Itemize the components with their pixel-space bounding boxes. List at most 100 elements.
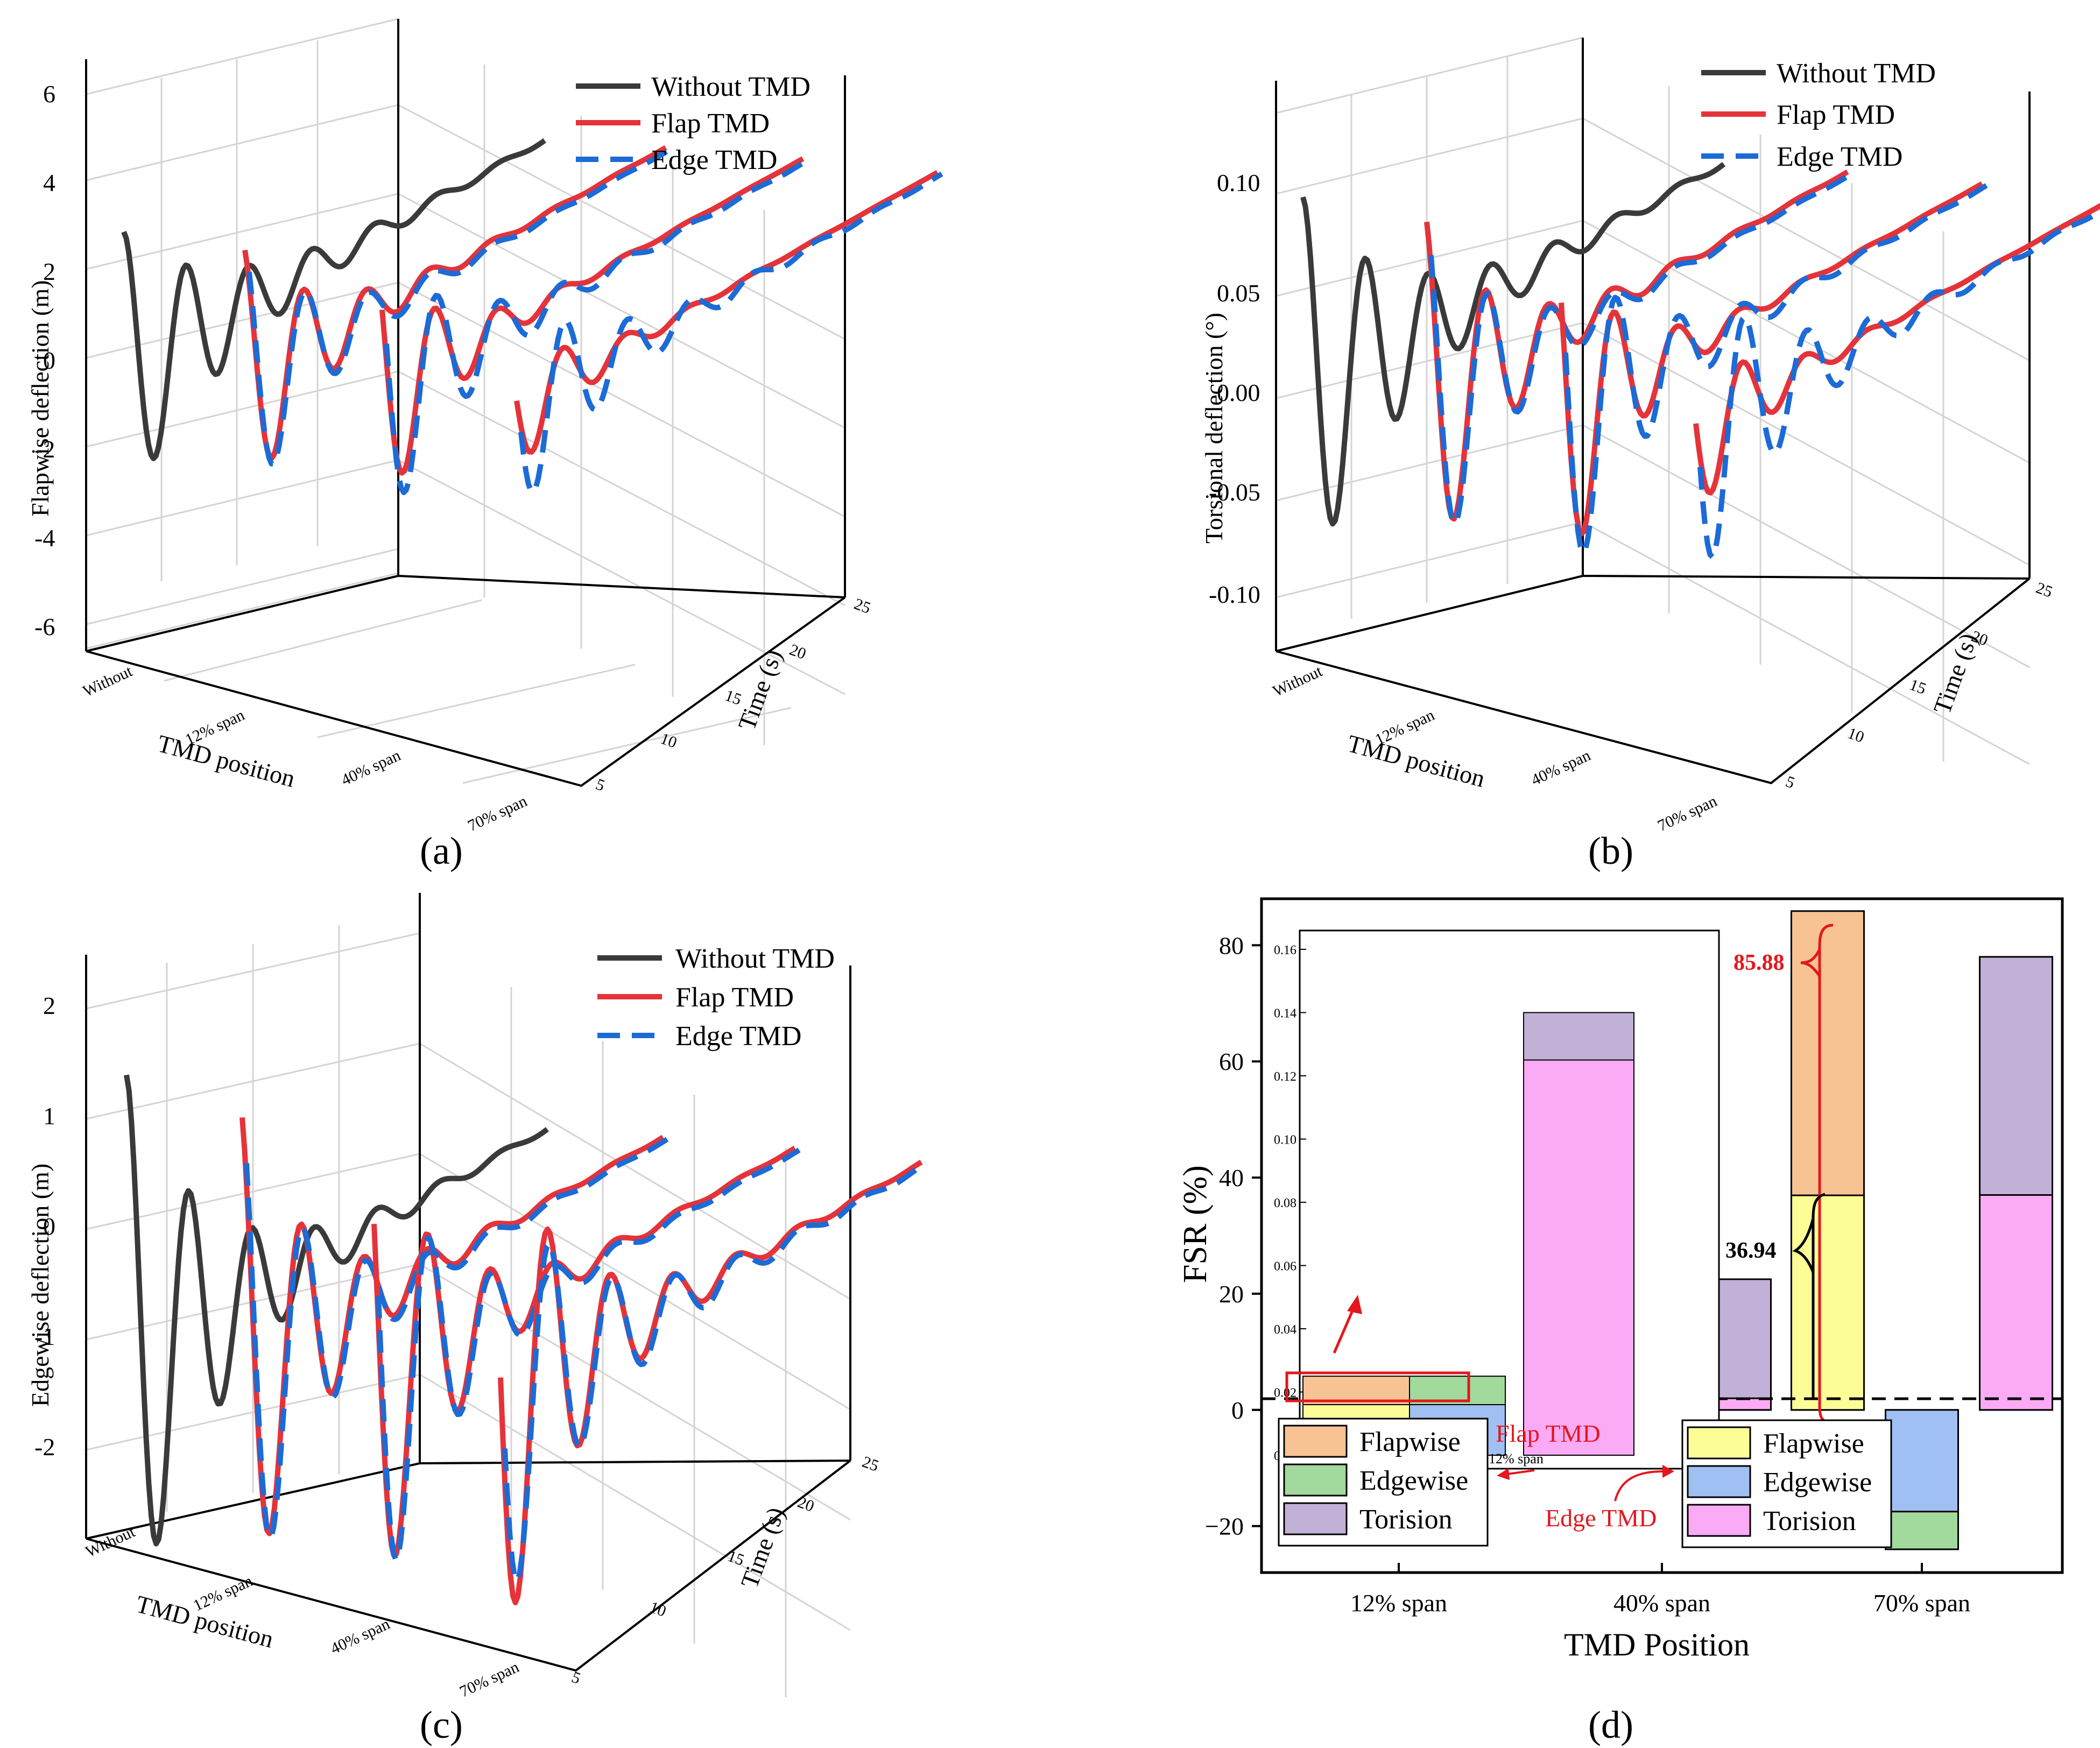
legend-edge-tmd: Flapwise Edgewise Torision <box>1681 1419 1892 1548</box>
panel-b-y-tick: 25 <box>2034 579 2055 601</box>
curve-edge-tmd-40-span <box>1563 183 1988 555</box>
panel-b-z-tick: -0.05 <box>1209 478 1260 506</box>
panel-d-y-ticks: 80 60 40 20 0 −20 <box>1205 932 1262 1540</box>
panel-b-y-label: Time (s) <box>1928 630 1982 718</box>
panel-a-z-tick: -4 <box>34 524 55 552</box>
inset-y-tick: 0.14 <box>1274 1007 1296 1021</box>
legend-flap-tmd: Flapwise Edgewise Torision <box>1278 1418 1489 1547</box>
inset-y-tick: 0.04 <box>1274 1323 1296 1337</box>
panel-c-legend-flap: Flap TMD <box>675 982 794 1013</box>
panel-c-axes <box>85 893 851 1672</box>
panel-c-z-tick: -1 <box>34 1323 55 1350</box>
panel-a-z-tick: -6 <box>34 613 55 640</box>
panel-a-axes <box>85 19 846 787</box>
curve-flap-tmd-40-span <box>1559 181 1984 537</box>
panel-a-legend-edge: Edge TMD <box>651 145 777 175</box>
panel-b-x-tick: 70% span <box>1655 792 1720 835</box>
panel-d-chart: 80 60 40 20 0 −20 FSR (%) 12% span 40% span 70%… <box>1177 897 2064 1746</box>
panel-a-legend: Without TMD Flap TMD Edge TMD <box>576 72 811 175</box>
arrow-flap-tmd-head <box>1497 1468 1510 1480</box>
inset-bar-edge-torision <box>1523 1059 1634 1456</box>
panel-a-z-ticks: 6 4 2 0 -2 -4 -6 <box>34 80 55 640</box>
panel-a-x-tick: 40% span <box>339 746 403 790</box>
panel-d-inset: 0.160.140.120.100.080.060.040.020.00 12%… <box>1274 929 1720 1470</box>
panel-c-y-label: Time (s) <box>735 1504 790 1592</box>
curve-flap-tmd-40-span <box>379 156 805 476</box>
inset-y-tick: 0.16 <box>1274 943 1296 957</box>
zoom-box <box>1285 1371 1470 1402</box>
panel-b-legend-without: Without TMD <box>1777 58 1936 89</box>
panel-c-y-tick: 25 <box>860 1453 881 1475</box>
panel-a-legend-flap: Flap TMD <box>651 108 770 139</box>
panel-a-y-tick: 10 <box>658 730 679 752</box>
legend-edge-swatch-flapwise <box>1687 1426 1751 1460</box>
curve-edge-tmd-40-span <box>384 158 809 496</box>
panel-b-x-tick: 40% span <box>1528 746 1593 790</box>
curve-edge-tmd-40-span <box>376 1147 801 1562</box>
panel-b-legend: Without TMD Flap TMD Edge TMD <box>1701 58 1936 172</box>
panel-c-x-tick: 40% span <box>328 1615 392 1658</box>
panel-a-z-tick: 2 <box>43 258 55 285</box>
panel-d-y-tick: 20 <box>1219 1280 1244 1308</box>
panel-c-legend: Without TMD Flap TMD Edge TMD <box>597 943 835 1052</box>
bar-edge-torision-70-span <box>1979 1194 2053 1411</box>
panel-c-y-ticks: 5 10 15 20 25 <box>569 1453 881 1688</box>
curve-edge-tmd-70-span <box>518 171 943 495</box>
panel-c-z-tick: -2 <box>34 1433 55 1461</box>
panel-d-caption: (d) <box>1588 1703 1633 1746</box>
panel-c-curves <box>124 1074 927 1605</box>
inset-x-tick: 12% span <box>1489 1451 1544 1467</box>
legend-edge-swatch-torsion <box>1687 1504 1751 1537</box>
panel-d-y-tick: −20 <box>1205 1513 1244 1540</box>
legend-flap-swatch-edgewise <box>1283 1463 1348 1497</box>
inset-y-tick: 0.10 <box>1274 1133 1296 1147</box>
panel-b-z-tick: 0.05 <box>1217 279 1260 307</box>
legend-flap-swatch-torsion <box>1283 1502 1348 1535</box>
panel-d-y-tick: 40 <box>1219 1164 1244 1192</box>
panel-b-z-tick: 0.00 <box>1217 379 1260 406</box>
panel-a-y-ticks: 5 10 15 20 25 <box>594 595 873 795</box>
panel-a-legend-without: Without TMD <box>651 72 811 102</box>
panel-b-z-tick: 0.10 <box>1217 169 1260 196</box>
panel-a-y-tick: 5 <box>594 776 607 795</box>
panel-a-y-tick: 25 <box>852 595 873 617</box>
curve-flap-tmd-70-span <box>514 170 939 455</box>
panel-b-legend-flap: Flap TMD <box>1777 100 1895 130</box>
legend-edge-flapwise: Flapwise <box>1763 1428 1864 1459</box>
bar-edge-flapwise-70-span <box>1791 1194 1865 1411</box>
panel-c-x-tick: Without <box>83 1523 138 1561</box>
panel-a-x-label: TMD position <box>154 729 298 792</box>
panel-a-grid <box>86 18 845 784</box>
curve-edge-tmd-70-span <box>502 1161 927 1584</box>
panel-b-y-tick: 15 <box>1907 676 1928 698</box>
panel-c-z-label: Edgewise deflection (m) <box>26 1164 54 1407</box>
panel-c-z-tick: 1 <box>43 1102 55 1130</box>
curve-without-tmd-without <box>1300 161 1726 527</box>
brace-36-94 <box>1792 1193 1826 1399</box>
curve-edge-tmd-12-span <box>246 147 672 467</box>
arrow-edge-tmd <box>1614 1470 1664 1502</box>
panel-c-z-tick: 0 <box>43 1213 55 1240</box>
legend-edge-edgewise: Edgewise <box>1763 1467 1872 1498</box>
arrow-flap-tmd <box>1507 1469 1535 1475</box>
panel-b-chart: 0.10 0.05 0.00 -0.05 -0.10 Torsional def… <box>1200 37 2100 872</box>
panel-c-y-tick: 20 <box>795 1493 816 1516</box>
annotation-36-94: 36.94 <box>1725 1238 1777 1263</box>
panel-c-chart: 2 1 0 -1 -2 Edgewise deflection (m) With… <box>26 893 927 1746</box>
panel-c-z-ticks: 2 1 0 -1 -2 <box>34 992 55 1461</box>
inset-y-tick: 0.12 <box>1274 1070 1296 1084</box>
panel-a-caption: (a) <box>420 829 463 872</box>
panel-a-z-tick: 0 <box>43 347 55 374</box>
bar-edge-edgewise-70-span <box>1885 1409 1959 1513</box>
panel-a-x-tick: Without <box>80 662 136 700</box>
panel-b-x-ticks: Without 12% span 40% span 70% span <box>1270 662 1720 835</box>
curve-without-tmd-without <box>124 1074 549 1547</box>
zoom-arrow-head <box>1347 1295 1362 1314</box>
panel-b-curves <box>1300 161 2100 560</box>
panel-a-x-ticks: Without 12% span 40% span 70% span <box>80 662 530 835</box>
panel-a-x-tick: 70% span <box>465 792 530 835</box>
curve-flap-tmd-70-span <box>498 1159 923 1605</box>
annotation-85-88: 85.88 <box>1733 950 1785 975</box>
inset-y-tick: 0.02 <box>1274 1386 1296 1400</box>
panel-c-y-tick: 5 <box>569 1668 583 1688</box>
